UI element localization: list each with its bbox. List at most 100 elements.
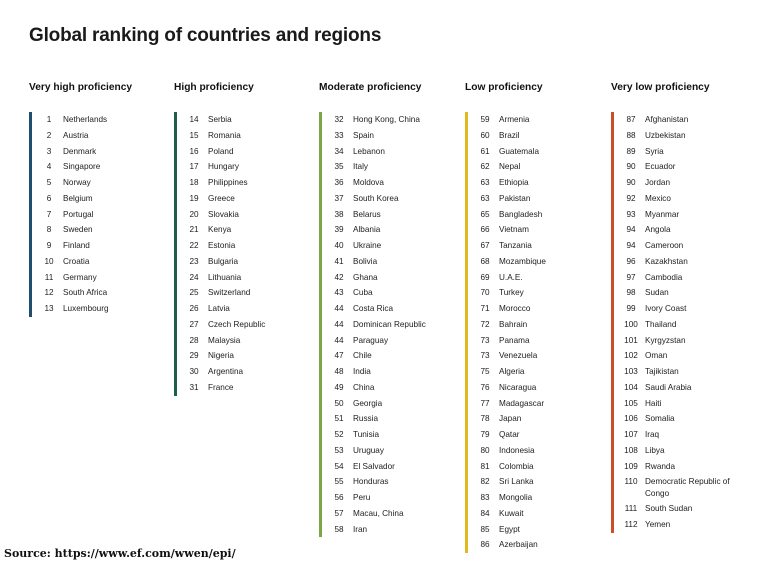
list-item: 90 Jordan bbox=[617, 175, 751, 191]
country-name: Nigeria bbox=[208, 351, 234, 361]
column-list: 32 Hong Kong, China 33 Spain 34 Lebanon 35 Ital… bbox=[319, 112, 469, 538]
list-item: 23 Bulgaria bbox=[180, 254, 324, 270]
country-name: Finland bbox=[63, 241, 90, 250]
country-name: Ukraine bbox=[353, 241, 382, 250]
rank-number: 71 bbox=[480, 304, 490, 313]
rank-number: 76 bbox=[480, 382, 490, 392]
country-name: Haiti bbox=[645, 398, 662, 408]
list-item: 16 Poland bbox=[180, 144, 324, 160]
list-item: 110 Democratic Republic of Congo bbox=[617, 474, 751, 501]
rank-number: 43 bbox=[334, 288, 344, 298]
rank-number: 78 bbox=[480, 414, 490, 424]
rank-number: 104 bbox=[624, 382, 638, 392]
list-item: 75 Algeria bbox=[471, 364, 615, 380]
country-name: South Korea bbox=[353, 193, 399, 203]
list-item: 73 Panama bbox=[471, 333, 615, 349]
rank-number: 90 bbox=[626, 162, 636, 172]
rank-number: 108 bbox=[624, 445, 638, 455]
column-low: Low proficiency 59 Armenia 60 Brazil 61 Guate… bbox=[465, 82, 615, 553]
rank-number: 8 bbox=[46, 225, 52, 235]
country-name: Vietnam bbox=[499, 225, 529, 235]
list-item: 27 Czech Republic bbox=[180, 317, 324, 333]
list-item: 26 Latvia bbox=[180, 301, 324, 317]
country-name: France bbox=[208, 382, 234, 392]
list-item: 53 Uruguay bbox=[325, 443, 469, 459]
rank-number: 20 bbox=[189, 209, 199, 219]
country-name: Lebanon bbox=[353, 146, 385, 156]
country-name: Norway bbox=[63, 178, 91, 187]
rank-number: 73 bbox=[480, 335, 490, 345]
rank-number: 112 bbox=[624, 520, 638, 529]
list-item: 59 Armenia bbox=[471, 112, 615, 128]
rank-number: 63 bbox=[480, 178, 490, 187]
rank-number: 44 bbox=[334, 335, 344, 345]
country-name: Kazakhstan bbox=[645, 256, 688, 266]
column-very-low: Very low proficiency 87 Afghanistan 88 Uzbe… bbox=[611, 82, 751, 533]
rank-number: 12 bbox=[44, 288, 54, 298]
list-item: 63 Ethiopia bbox=[471, 175, 615, 191]
country-name: Democratic Republic of Congo bbox=[645, 477, 730, 499]
rank-number: 98 bbox=[626, 288, 636, 298]
list-item: 86 Azerbaijan bbox=[471, 537, 615, 553]
list-item: 34 Lebanon bbox=[325, 144, 469, 160]
rank-number: 55 bbox=[334, 477, 344, 487]
list-item: 99 Ivory Coast bbox=[617, 301, 751, 317]
list-item: 42 Ghana bbox=[325, 270, 469, 286]
list-item: 36 Moldova bbox=[325, 175, 469, 191]
rank-number: 23 bbox=[189, 256, 199, 266]
rank-number: 34 bbox=[334, 146, 344, 156]
list-item: 67 Tanzania bbox=[471, 238, 615, 254]
list-item: 11 Germany bbox=[35, 270, 179, 286]
country-name: Dominican Republic bbox=[353, 319, 426, 329]
country-name: Spain bbox=[353, 130, 374, 140]
country-name: Italy bbox=[353, 162, 369, 172]
rank-number: 33 bbox=[334, 130, 344, 140]
list-item: 89 Syria bbox=[617, 144, 751, 160]
rank-number: 2 bbox=[46, 130, 52, 140]
list-item: 41 Bolivia bbox=[325, 254, 469, 270]
list-item: 69 U.A.E. bbox=[471, 270, 615, 286]
country-name: Ghana bbox=[353, 272, 378, 282]
country-name: Hong Kong, China bbox=[353, 115, 420, 124]
rank-number: 3 bbox=[46, 146, 52, 156]
list-item: 9 Finland bbox=[35, 238, 179, 254]
list-item: 62 Nepal bbox=[471, 159, 615, 175]
list-item: 54 El Salvador bbox=[325, 459, 469, 475]
list-item: 98 Sudan bbox=[617, 285, 751, 301]
rank-number: 18 bbox=[189, 178, 199, 187]
list-item: 81 Colombia bbox=[471, 459, 615, 475]
country-name: Jordan bbox=[645, 178, 671, 187]
list-item: 106 Somalia bbox=[617, 411, 751, 427]
list-item: 85 Egypt bbox=[471, 522, 615, 538]
column-header: High proficiency bbox=[174, 82, 254, 93]
list-item: 90 Ecuador bbox=[617, 159, 751, 175]
rank-number: 68 bbox=[480, 256, 490, 266]
country-name: Netherlands bbox=[63, 115, 108, 124]
country-name: Yemen bbox=[645, 520, 671, 529]
country-name: Egypt bbox=[499, 524, 520, 534]
country-name: Indonesia bbox=[499, 445, 535, 455]
country-name: Syria bbox=[645, 146, 664, 156]
country-name: Sweden bbox=[63, 225, 93, 235]
rank-number: 86 bbox=[480, 540, 490, 550]
country-name: Kuwait bbox=[499, 508, 524, 518]
country-name: Romania bbox=[208, 130, 241, 140]
list-item: 44 Costa Rica bbox=[325, 301, 469, 317]
country-name: Ivory Coast bbox=[645, 304, 687, 313]
country-name: Armenia bbox=[499, 115, 530, 124]
country-name: Hungary bbox=[208, 162, 239, 172]
list-item: 43 Cuba bbox=[325, 285, 469, 301]
list-item: 57 Macau, China bbox=[325, 506, 469, 522]
rank-number: 44 bbox=[334, 319, 344, 329]
country-name: Poland bbox=[208, 146, 234, 156]
column-header: Low proficiency bbox=[465, 82, 543, 93]
list-item: 4 Singapore bbox=[35, 159, 179, 175]
country-name: Japan bbox=[499, 414, 522, 424]
list-item: 61 Guatemala bbox=[471, 144, 615, 160]
rank-number: 77 bbox=[480, 398, 490, 408]
rank-number: 81 bbox=[480, 461, 490, 471]
rank-number: 29 bbox=[189, 351, 199, 361]
rank-number: 11 bbox=[44, 272, 54, 282]
rank-number: 4 bbox=[46, 162, 52, 172]
country-name: Latvia bbox=[208, 304, 230, 313]
